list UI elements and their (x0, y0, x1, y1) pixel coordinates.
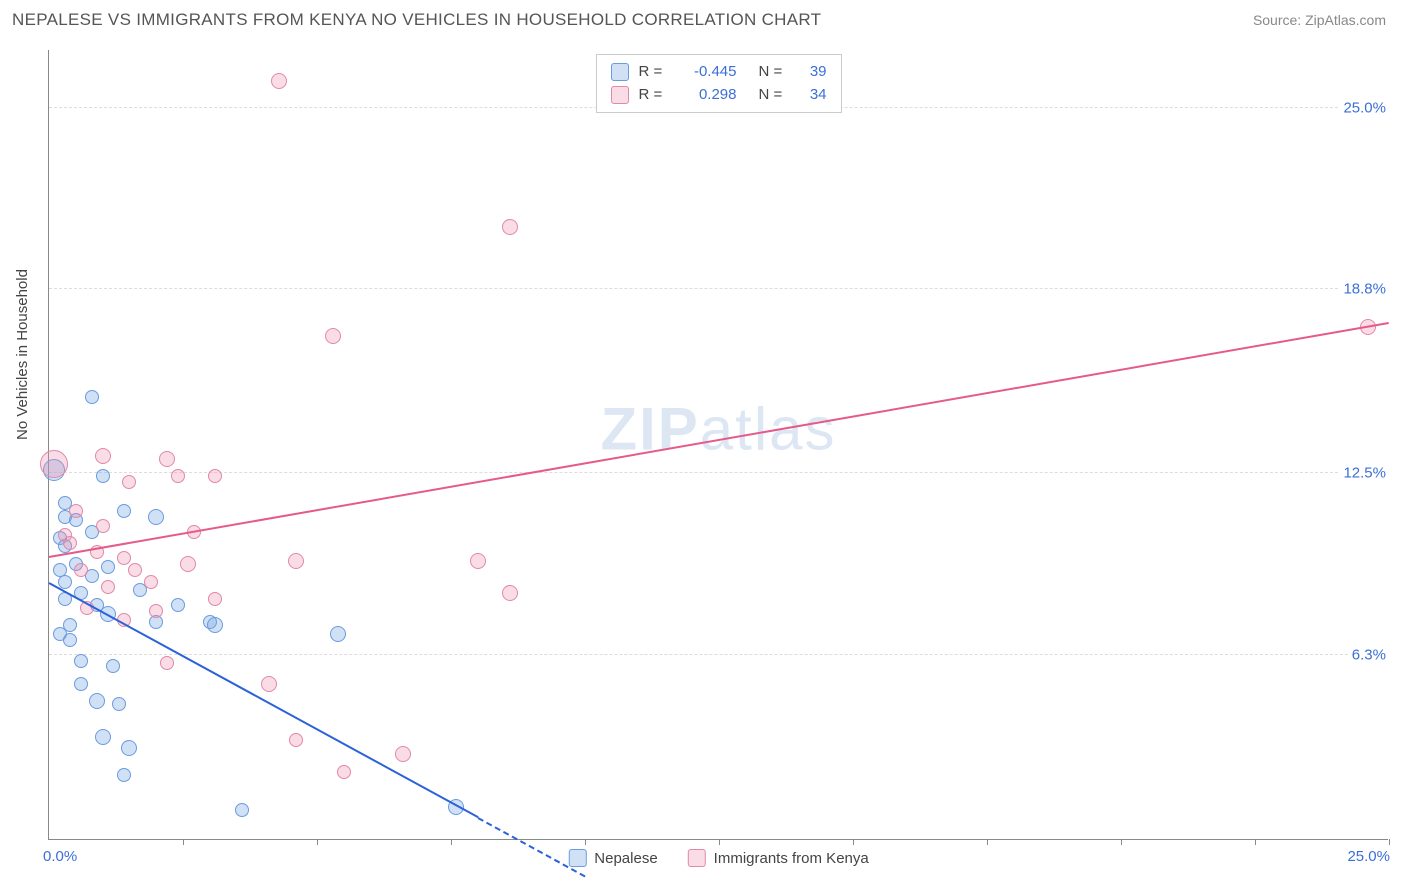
gridline (49, 654, 1388, 655)
legend-row: R = -0.445 N = 39 (611, 61, 827, 84)
data-point (502, 219, 518, 235)
legend-item: Nepalese (568, 849, 657, 867)
data-point (148, 509, 164, 525)
data-point (325, 328, 341, 344)
data-point (112, 697, 126, 711)
data-point (69, 504, 83, 518)
data-point (159, 451, 175, 467)
data-point (101, 560, 115, 574)
data-point (289, 733, 303, 747)
data-point (63, 633, 77, 647)
trend-line-extrapolated (477, 817, 585, 877)
x-axis-min-label: 0.0% (43, 848, 77, 865)
data-point (121, 740, 137, 756)
x-axis-max-label: 25.0% (1347, 848, 1390, 865)
data-point (207, 617, 223, 633)
correlation-legend: R = -0.445 N = 39 R = 0.298 N = 34 (596, 54, 842, 113)
data-point (106, 659, 120, 673)
legend-n-label: N = (759, 61, 787, 84)
y-tick-label: 25.0% (1339, 99, 1390, 116)
x-tick (585, 839, 586, 845)
x-tick (853, 839, 854, 845)
y-tick-label: 6.3% (1348, 646, 1390, 663)
swatch-icon (611, 63, 629, 81)
legend-r-value: 0.298 (677, 84, 737, 107)
source-attribution: Source: ZipAtlas.com (1253, 12, 1386, 28)
trend-line (49, 322, 1389, 558)
data-point (95, 729, 111, 745)
data-point (40, 450, 68, 478)
scatter-chart: ZIPatlas R = -0.445 N = 39 R = 0.298 N =… (48, 50, 1388, 840)
x-tick (317, 839, 318, 845)
data-point (149, 604, 163, 618)
legend-r-label: R = (639, 61, 667, 84)
x-tick (1255, 839, 1256, 845)
legend-n-value: 39 (797, 61, 827, 84)
legend-label: Immigrants from Kenya (714, 850, 869, 867)
data-point (85, 390, 99, 404)
swatch-icon (611, 86, 629, 104)
swatch-icon (568, 849, 586, 867)
data-point (117, 768, 131, 782)
legend-r-label: R = (639, 84, 667, 107)
legend-n-value: 34 (797, 84, 827, 107)
data-point (502, 585, 518, 601)
data-point (95, 448, 111, 464)
gridline (49, 288, 1388, 289)
data-point (74, 563, 88, 577)
y-tick-label: 18.8% (1339, 280, 1390, 297)
x-tick (1121, 839, 1122, 845)
data-point (330, 626, 346, 642)
data-point (171, 469, 185, 483)
x-tick (183, 839, 184, 845)
data-point (117, 504, 131, 518)
x-tick (451, 839, 452, 845)
legend-r-value: -0.445 (677, 61, 737, 84)
x-tick (719, 839, 720, 845)
x-tick (1389, 839, 1390, 845)
data-point (208, 592, 222, 606)
data-point (261, 676, 277, 692)
data-point (122, 475, 136, 489)
data-point (58, 575, 72, 589)
chart-title: NEPALESE VS IMMIGRANTS FROM KENYA NO VEH… (12, 10, 821, 30)
data-point (117, 551, 131, 565)
data-point (144, 575, 158, 589)
data-point (101, 580, 115, 594)
data-point (89, 693, 105, 709)
series-legend: Nepalese Immigrants from Kenya (568, 849, 868, 867)
y-axis-title: No Vehicles in Household (14, 269, 31, 440)
legend-row: R = 0.298 N = 34 (611, 84, 827, 107)
data-point (63, 536, 77, 550)
data-point (235, 803, 249, 817)
data-point (160, 656, 174, 670)
data-point (74, 654, 88, 668)
legend-item: Immigrants from Kenya (688, 849, 869, 867)
x-tick (987, 839, 988, 845)
data-point (96, 519, 110, 533)
legend-n-label: N = (759, 84, 787, 107)
swatch-icon (688, 849, 706, 867)
data-point (96, 469, 110, 483)
data-point (208, 469, 222, 483)
data-point (337, 765, 351, 779)
data-point (128, 563, 142, 577)
chart-header: NEPALESE VS IMMIGRANTS FROM KENYA NO VEH… (0, 0, 1406, 36)
data-point (180, 556, 196, 572)
data-point (171, 598, 185, 612)
gridline (49, 472, 1388, 473)
data-point (271, 73, 287, 89)
y-tick-label: 12.5% (1339, 465, 1390, 482)
data-point (74, 677, 88, 691)
data-point (395, 746, 411, 762)
legend-label: Nepalese (594, 850, 657, 867)
data-point (470, 553, 486, 569)
data-point (288, 553, 304, 569)
